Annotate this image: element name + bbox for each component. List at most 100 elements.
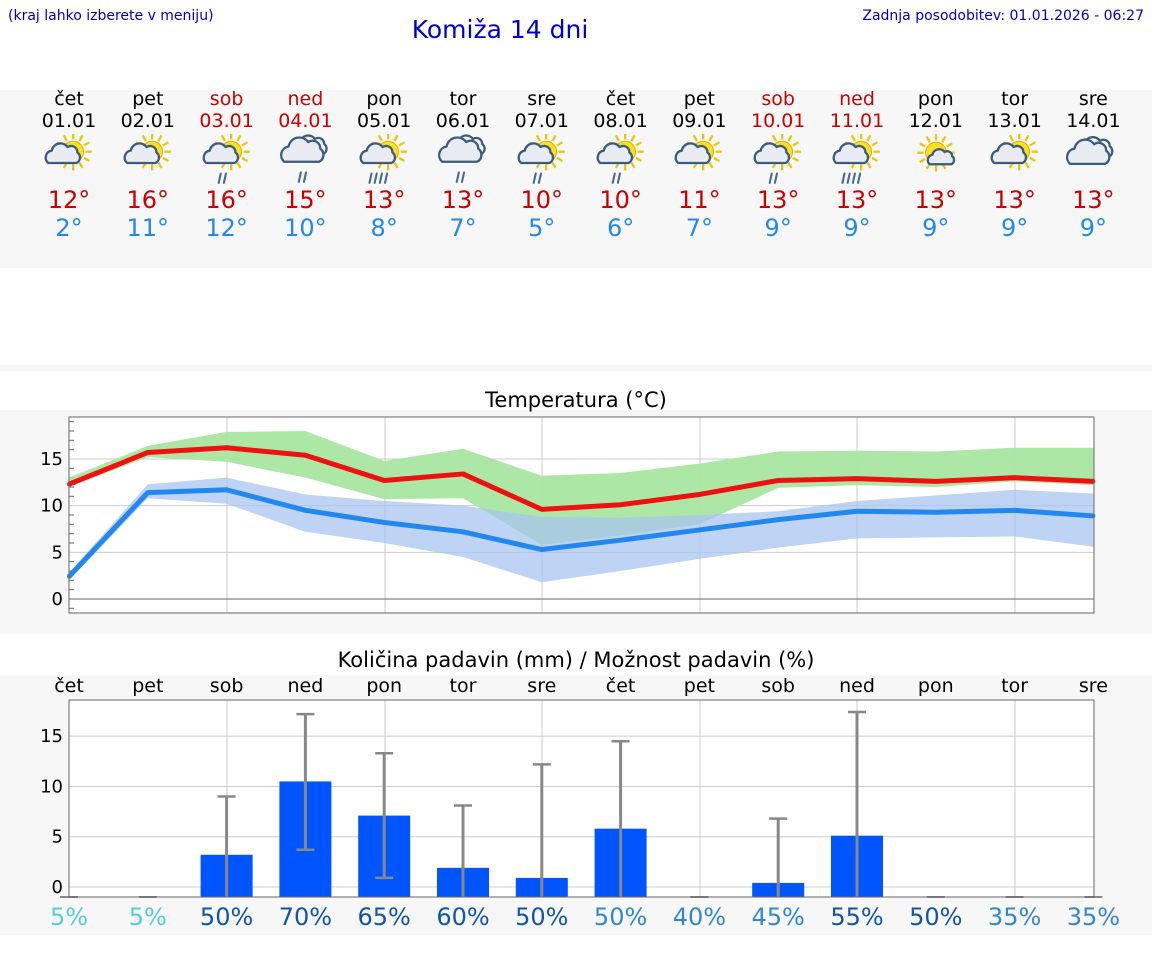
- partly-cloudy-icon: [674, 134, 723, 171]
- day-column: sre 07.01 10° 5°: [502, 88, 582, 242]
- cloud-rain-icon: [438, 134, 486, 183]
- day-name: pet: [132, 88, 164, 110]
- max-temp-point: [224, 445, 229, 450]
- precip-probability: 65%: [357, 903, 411, 931]
- min-temp: 8°: [370, 214, 398, 242]
- max-temp-point: [303, 453, 308, 458]
- precip-probability: 5%: [49, 903, 89, 931]
- min-temp-point: [145, 490, 150, 495]
- min-temp-point: [539, 547, 544, 552]
- min-temp: 9°: [1000, 214, 1029, 242]
- day-name: čet: [605, 88, 636, 110]
- day-date: 10.01: [750, 110, 806, 132]
- day-column: čet 08.01 10° 6°: [581, 88, 661, 242]
- y-tick-label: 0: [52, 877, 63, 898]
- day-date: 08.01: [593, 110, 648, 132]
- x-category-label: pon: [366, 675, 402, 697]
- min-temp-point: [855, 509, 859, 514]
- day-column: tor 06.01 13° 7°: [423, 88, 503, 242]
- x-category-label: sre: [1079, 675, 1108, 697]
- max-temp-point: [697, 492, 702, 497]
- day-name: sob: [209, 88, 244, 110]
- plot-frame: [68, 699, 1095, 898]
- y-tick-label: 5: [52, 542, 63, 563]
- precip-probability: 45%: [751, 903, 805, 931]
- max-temp: 11°: [678, 186, 721, 214]
- max-temp: 10°: [599, 186, 642, 214]
- precip-probability: 50%: [593, 903, 648, 931]
- precip-probability: 35%: [1066, 903, 1121, 931]
- cloudy-icon: [1066, 136, 1114, 165]
- x-category-label: sob: [761, 675, 795, 697]
- day-date: 01.01: [41, 110, 97, 132]
- max-temp: 10°: [520, 186, 564, 214]
- min-temp-line: [67, 487, 1094, 579]
- day-date: 03.01: [199, 110, 254, 132]
- min-temp-point: [1012, 508, 1017, 513]
- partly-cloudy-icon: [990, 134, 1038, 171]
- day-column: pet 02.01 16° 11°: [108, 88, 188, 242]
- x-category-label: tor: [450, 675, 477, 697]
- day-name: pon: [917, 88, 954, 110]
- min-temp: 7°: [449, 214, 477, 242]
- min-temp: 2°: [55, 214, 83, 242]
- min-temp-point: [697, 527, 702, 532]
- day-column: tor 13.01 13° 9°: [975, 88, 1055, 242]
- day-name: pon: [366, 88, 403, 110]
- day-date: 12.01: [908, 110, 963, 132]
- day-column: sre 14.01 13° 9°: [1053, 88, 1133, 242]
- location-hint: (kraj lahko izberete v meniju): [8, 8, 214, 24]
- x-category-label: sob: [210, 675, 244, 697]
- min-temp-point: [933, 510, 938, 515]
- max-temp: 13°: [993, 186, 1036, 214]
- max-temp-point: [855, 476, 859, 481]
- y-tick-label: 15: [40, 726, 63, 747]
- partly-cloudy-icon: [123, 134, 171, 171]
- min-temp: 9°: [1079, 214, 1108, 242]
- max-temp: 12°: [47, 186, 91, 214]
- forecast-band: [0, 90, 1152, 268]
- min-temp-point: [1091, 513, 1096, 518]
- max-temp: 13°: [914, 186, 958, 214]
- max-temp-point: [461, 471, 465, 476]
- day-column: ned 11.01 13° 9°: [817, 88, 897, 242]
- min-temp: 12°: [205, 214, 248, 242]
- day-date: 14.01: [1066, 110, 1121, 132]
- day-name: sre: [527, 88, 557, 110]
- max-temp-line: [68, 445, 1094, 512]
- day-column: pon 05.01 13° 8°: [344, 88, 424, 242]
- precip-probability: 55%: [830, 903, 884, 931]
- min-temp-point: [224, 487, 229, 492]
- y-tick-label: 5: [52, 827, 63, 848]
- x-category-label: pet: [684, 675, 715, 697]
- min-temp-point: [776, 517, 781, 522]
- day-name: pet: [683, 88, 715, 110]
- day-date: 13.01: [987, 110, 1042, 132]
- sun-cloud-heavy-rain-icon: [832, 134, 880, 184]
- max-temp-point: [539, 507, 544, 512]
- day-column: sob 03.01 16° 12°: [187, 88, 267, 242]
- day-name: tor: [1001, 88, 1029, 110]
- x-category-label: čet: [54, 675, 84, 697]
- min-temp-point: [303, 508, 308, 513]
- max-temp-point: [145, 450, 150, 455]
- day-name: sob: [761, 88, 795, 110]
- precip-probability: 35%: [987, 903, 1042, 931]
- precip-probability: 50%: [199, 903, 254, 931]
- min-temp: 11°: [126, 214, 170, 242]
- sun-cloud-rain-icon: [202, 134, 250, 184]
- min-range-band: [69, 477, 1094, 583]
- day-date: 04.01: [278, 110, 333, 132]
- temperature-chart-title: Temperatura (°C): [485, 388, 667, 412]
- max-temp: 15°: [284, 186, 327, 214]
- day-date: 06.01: [435, 110, 491, 132]
- day-date: 02.01: [120, 110, 175, 132]
- y-tick-label: 10: [40, 776, 63, 797]
- sun-cloud-rain-icon: [517, 134, 565, 184]
- min-temp-point: [382, 520, 387, 525]
- max-temp-point: [776, 478, 781, 483]
- day-column: sob 10.01 13° 9°: [738, 88, 818, 242]
- day-date: 11.01: [829, 110, 885, 132]
- x-category-label: tor: [1001, 675, 1028, 697]
- min-temp: 9°: [764, 214, 792, 242]
